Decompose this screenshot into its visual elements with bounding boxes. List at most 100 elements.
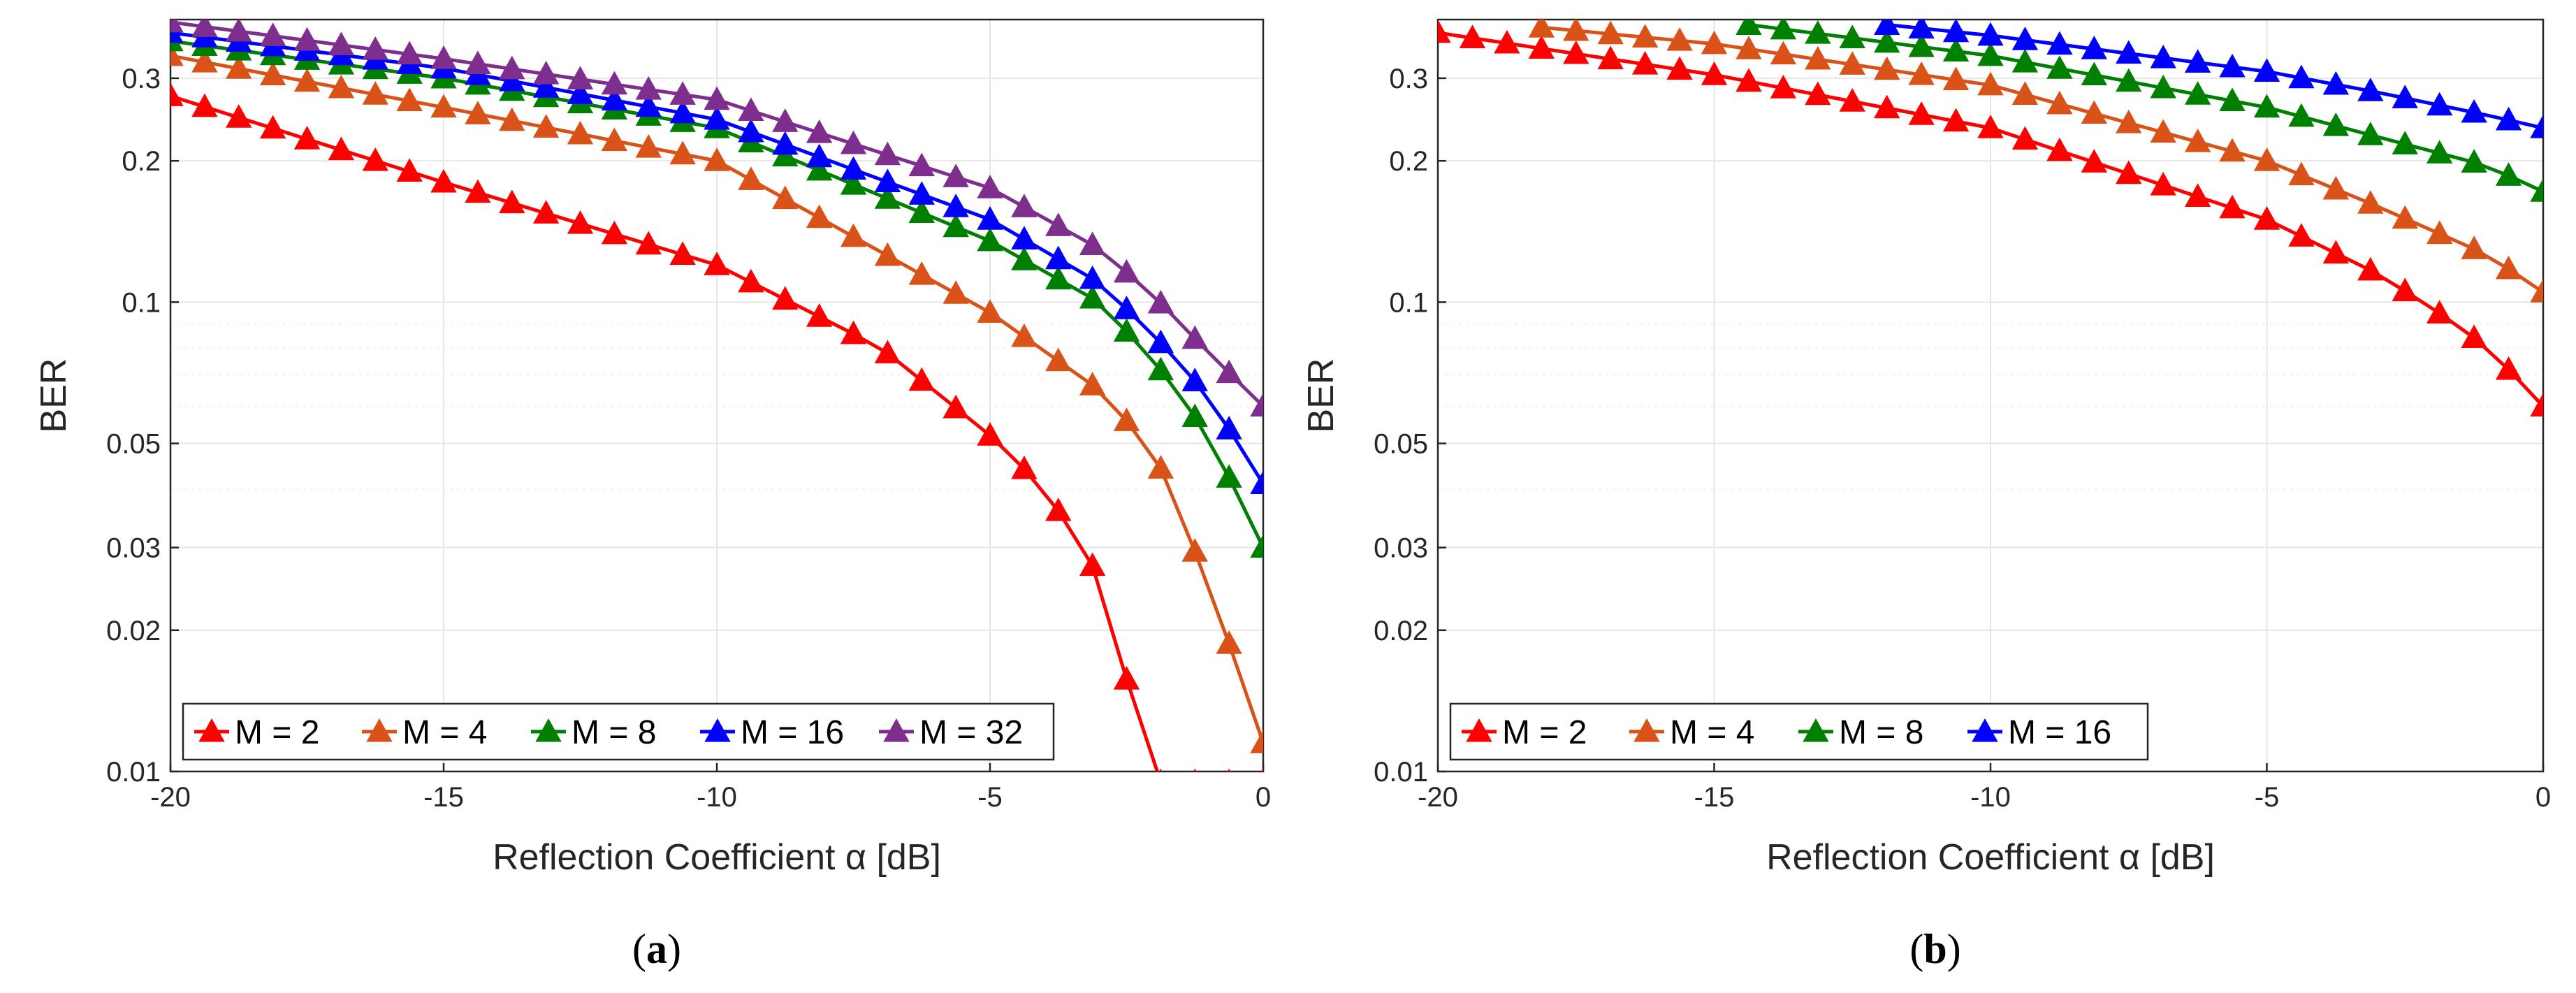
data-point-marker (1977, 115, 2004, 138)
data-point-marker (908, 152, 935, 177)
data-point-marker (1908, 61, 1935, 85)
data-point-marker (1977, 71, 2004, 96)
data-point-marker (2081, 100, 2108, 124)
y-tick-label: 0.2 (1389, 146, 1428, 177)
data-point-marker (2392, 85, 2418, 108)
data-point-marker (2184, 49, 2211, 73)
data-point-marker (1597, 20, 1624, 45)
legend-marker (366, 718, 393, 742)
data-point-marker (1261, 768, 1263, 771)
data-point-marker (396, 158, 423, 182)
data-point-marker (1181, 538, 1208, 562)
data-point-marker (2219, 53, 2246, 78)
data-point-marker (1011, 455, 1038, 479)
data-point-marker (1216, 359, 1242, 384)
data-point-marker (1563, 20, 1589, 41)
data-point-marker (704, 86, 730, 110)
data-point-marker (1770, 41, 1797, 65)
data-point-marker (1701, 61, 1728, 85)
data-point-marker (1735, 36, 1762, 59)
caption-close-paren: ) (667, 926, 681, 972)
data-point-marker (2322, 240, 2350, 264)
data-point-marker (1216, 630, 1242, 654)
data-point-marker (226, 55, 252, 79)
data-point-marker (2357, 122, 2384, 145)
data-point-marker (943, 280, 969, 304)
data-point-marker (635, 75, 662, 100)
data-point-marker (1045, 347, 1072, 372)
data-point-marker (704, 252, 730, 275)
data-point-marker (1438, 20, 1451, 43)
data-point-marker (1079, 552, 1106, 577)
data-point-marker (2392, 205, 2418, 229)
data-point-marker (2150, 44, 2176, 68)
data-point-marker (1839, 88, 1865, 112)
data-point-marker (1181, 368, 1208, 391)
data-point-marker (259, 22, 286, 46)
data-point-marker (293, 27, 321, 51)
data-point-marker (2253, 58, 2280, 82)
data-point-marker (1079, 265, 1106, 289)
data-point-marker (1805, 81, 1831, 106)
data-point-marker (532, 61, 560, 85)
data-point-marker (1735, 20, 1762, 35)
data-point-marker (1942, 20, 1970, 43)
chart-b: 0.01 0.02 0.03 0.05 0.1 0.2 0.3 -20 -15 -10 -5 0 Ref… (1301, 18, 2551, 972)
data-point-marker (362, 81, 388, 105)
legend-label: M = 2 (1502, 714, 1587, 751)
data-point-marker (1942, 108, 1970, 132)
data-point-marker (874, 168, 901, 193)
data-point-marker (2046, 90, 2073, 115)
data-point-marker (840, 223, 867, 247)
data-point-marker (1666, 27, 1693, 51)
data-point-marker (430, 45, 457, 69)
data-point-marker (669, 81, 696, 105)
data-point-marker (2426, 220, 2453, 245)
data-point-marker (2461, 99, 2487, 123)
data-point-marker (1942, 66, 1970, 91)
legend-marker (883, 718, 910, 742)
data-point-marker (2322, 71, 2350, 95)
data-point-marker (1494, 29, 1520, 54)
data-point-marker (396, 41, 423, 65)
legend-label: M = 2 (235, 714, 319, 751)
data-point-marker (2288, 223, 2315, 247)
data-point-marker (738, 97, 764, 122)
data-point-marker (1770, 75, 1797, 99)
plot-area (1438, 20, 2543, 416)
x-axis-label: Reflection Coefficient α [dB] (1766, 837, 2215, 878)
series-1 (1438, 20, 2543, 416)
data-point-marker (2530, 115, 2543, 138)
data-point-marker (806, 157, 833, 181)
data-point-marker (1079, 284, 1106, 309)
data-point-marker (2046, 55, 2073, 79)
data-point-marker (465, 101, 491, 124)
data-point-marker (2392, 277, 2418, 302)
data-point-marker (1666, 56, 1693, 80)
caption-open-paren: ( (1909, 926, 1923, 972)
data-point-marker (259, 61, 286, 86)
data-point-marker (2495, 255, 2522, 280)
data-point-marker (1250, 534, 1263, 558)
data-point-marker (2357, 190, 2384, 214)
data-point-marker (2116, 160, 2142, 184)
data-point-marker (2081, 36, 2108, 59)
data-point-marker (2150, 171, 2176, 196)
data-point-marker (328, 31, 355, 56)
data-point-marker (1839, 51, 1865, 75)
data-point-marker (2288, 161, 2315, 186)
caption-close-paren: ) (1947, 926, 1961, 972)
data-point-marker (1216, 416, 1242, 440)
data-point-marker (704, 147, 730, 171)
data-point-marker (1147, 329, 1174, 354)
legend-label: M = 8 (1839, 714, 1923, 751)
data-point-marker (1873, 29, 1900, 53)
data-point-marker (2495, 162, 2522, 186)
data-point-marker (226, 20, 252, 42)
data-point-marker (772, 131, 799, 155)
data-point-marker (1805, 20, 1831, 44)
data-point-marker (669, 99, 696, 124)
caption-letter: a (646, 926, 667, 972)
y-tick-label: 0.03 (106, 533, 161, 564)
